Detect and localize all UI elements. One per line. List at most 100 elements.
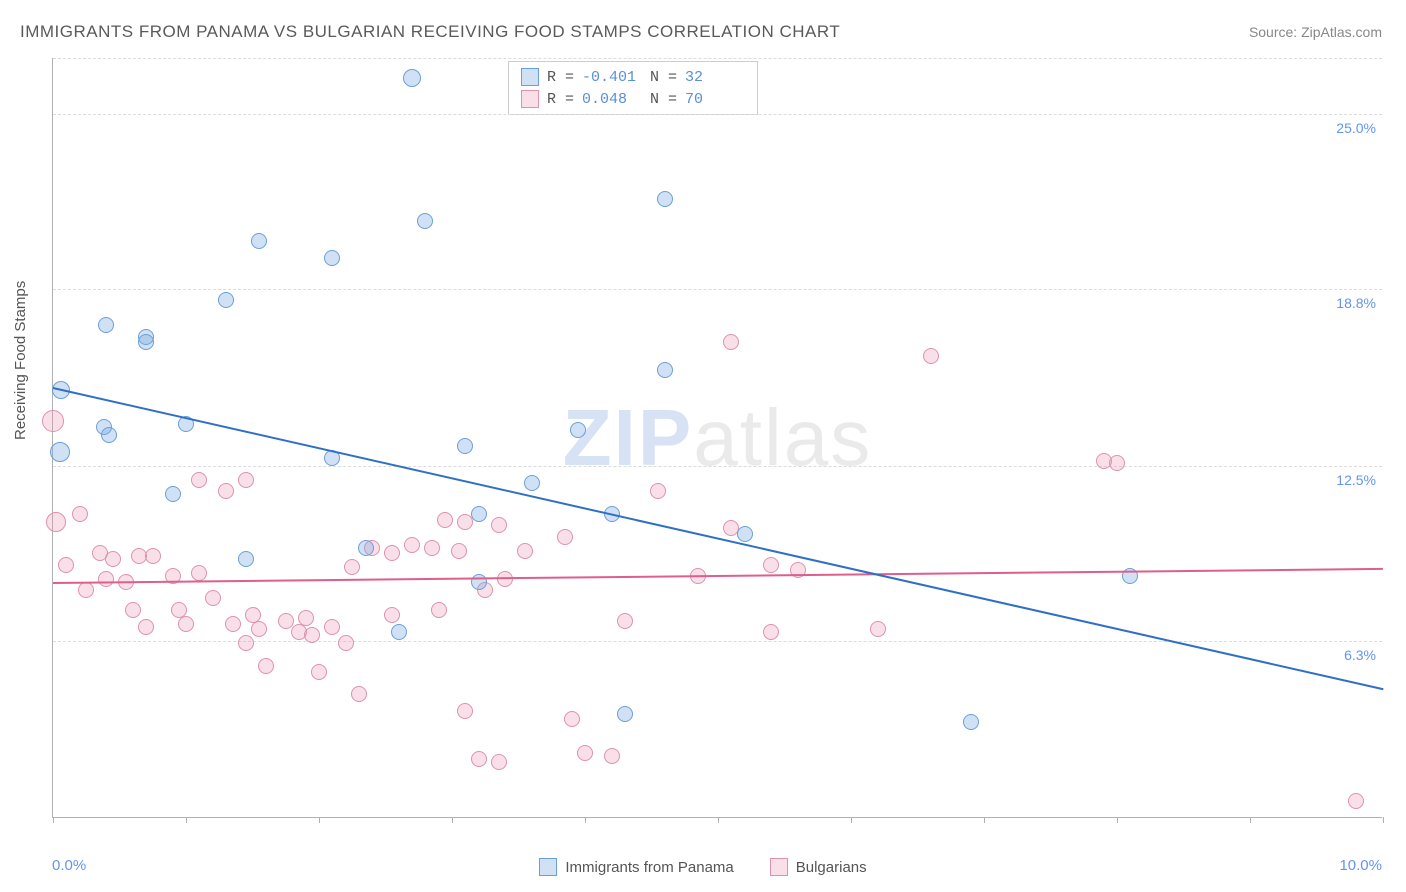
panama-point: [471, 506, 487, 522]
x-tick: [186, 817, 187, 823]
y-tick-label: 18.8%: [1316, 295, 1376, 311]
bulgarians-point: [338, 635, 354, 651]
panama-point: [417, 213, 433, 229]
bulgarians-point: [437, 512, 453, 528]
bulgarians-point: [238, 635, 254, 651]
panama-point: [471, 574, 487, 590]
panama-point: [657, 191, 673, 207]
bulgarians-point: [1348, 793, 1364, 809]
panama-point: [657, 362, 673, 378]
gridline: [53, 58, 1382, 59]
bulgarians-point: [238, 472, 254, 488]
legend-label-bulgarians: Bulgarians: [796, 859, 867, 876]
watermark-zip: ZIP: [563, 393, 693, 482]
swatch-panama: [521, 68, 539, 86]
bulgarians-point: [471, 751, 487, 767]
panama-point: [98, 317, 114, 333]
x-tick: [851, 817, 852, 823]
x-tick: [1250, 817, 1251, 823]
bulgarians-point: [105, 551, 121, 567]
panama-point: [403, 69, 421, 87]
bulgarians-point: [145, 548, 161, 564]
bulgarians-point: [517, 543, 533, 559]
bulgarians-point: [225, 616, 241, 632]
panama-point: [617, 706, 633, 722]
source-attribution: Source: ZipAtlas.com: [1249, 24, 1382, 40]
swatch-panama: [539, 858, 557, 876]
bulgarians-point: [491, 517, 507, 533]
bulgarians-point: [218, 483, 234, 499]
x-tick: [718, 817, 719, 823]
bulgarians-point: [258, 658, 274, 674]
r-label: R =: [547, 91, 574, 108]
chart-title: IMMIGRANTS FROM PANAMA VS BULGARIAN RECE…: [20, 22, 840, 42]
bulgarians-point: [98, 571, 114, 587]
bulgarians-point: [304, 627, 320, 643]
stats-row-panama: R = -0.401 N = 32: [521, 66, 745, 88]
bulgarians-point: [404, 537, 420, 553]
panama-point: [165, 486, 181, 502]
bulgarians-point: [125, 602, 141, 618]
bulgarians-point: [564, 711, 580, 727]
bulgarians-trendline: [53, 567, 1383, 583]
bulgarians-point: [870, 621, 886, 637]
panama-point: [963, 714, 979, 730]
bulgarians-point: [1109, 455, 1125, 471]
gridline: [53, 466, 1382, 467]
bulgarians-point: [763, 624, 779, 640]
bulgarians-point: [298, 610, 314, 626]
plot-area: ZIPatlas R = -0.401 N = 32 R = 0.048 N =…: [52, 58, 1382, 818]
bulgarians-point: [424, 540, 440, 556]
gridline: [53, 289, 1382, 290]
y-axis-title: Receiving Food Stamps: [12, 281, 29, 440]
bulgarians-point: [205, 590, 221, 606]
swatch-bulgarians: [770, 858, 788, 876]
bulgarians-point: [451, 543, 467, 559]
bulgarians-point: [311, 664, 327, 680]
series-legend: Immigrants from Panama Bulgarians: [0, 858, 1406, 876]
watermark-atlas: atlas: [693, 393, 872, 482]
r-value-panama: -0.401: [582, 69, 642, 86]
panama-point: [238, 551, 254, 567]
x-tick: [452, 817, 453, 823]
x-tick: [585, 817, 586, 823]
bulgarians-point: [191, 565, 207, 581]
y-tick-label: 12.5%: [1316, 472, 1376, 488]
legend-label-panama: Immigrants from Panama: [565, 859, 733, 876]
panama-point: [570, 422, 586, 438]
bulgarians-point: [72, 506, 88, 522]
bulgarians-point: [251, 621, 267, 637]
n-value-panama: 32: [685, 69, 745, 86]
panama-point: [737, 526, 753, 542]
bulgarians-point: [384, 607, 400, 623]
panama-point: [101, 427, 117, 443]
legend-item-panama: Immigrants from Panama: [539, 858, 733, 876]
y-tick-label: 6.3%: [1316, 647, 1376, 663]
panama-point: [218, 292, 234, 308]
bulgarians-point: [577, 745, 593, 761]
x-tick: [319, 817, 320, 823]
bulgarians-point: [324, 619, 340, 635]
bulgarians-point: [557, 529, 573, 545]
n-label: N =: [650, 91, 677, 108]
panama-point: [324, 250, 340, 266]
bulgarians-point: [604, 748, 620, 764]
x-tick: [1117, 817, 1118, 823]
bulgarians-point: [431, 602, 447, 618]
bulgarians-point: [351, 686, 367, 702]
y-tick-label: 25.0%: [1316, 120, 1376, 136]
bulgarians-point: [58, 557, 74, 573]
panama-point: [50, 442, 70, 462]
panama-point: [358, 540, 374, 556]
panama-point: [251, 233, 267, 249]
bulgarians-point: [178, 616, 194, 632]
r-label: R =: [547, 69, 574, 86]
bulgarians-point: [923, 348, 939, 364]
bulgarians-point: [491, 754, 507, 770]
source-name: ZipAtlas.com: [1301, 24, 1382, 40]
panama-point: [457, 438, 473, 454]
bulgarians-point: [138, 619, 154, 635]
bulgarians-point: [46, 512, 66, 532]
bulgarians-point: [344, 559, 360, 575]
stats-row-bulgarians: R = 0.048 N = 70: [521, 88, 745, 110]
